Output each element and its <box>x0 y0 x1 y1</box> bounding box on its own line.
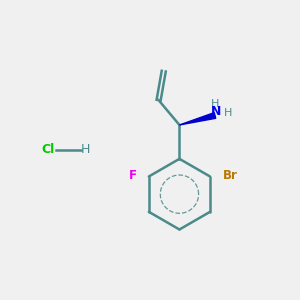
Text: H: H <box>211 99 219 109</box>
Polygon shape <box>179 112 216 125</box>
Text: Cl: Cl <box>42 143 55 157</box>
Text: H: H <box>224 108 232 118</box>
Text: F: F <box>128 169 136 182</box>
Text: H: H <box>80 143 90 157</box>
Text: N: N <box>211 105 222 118</box>
Text: Br: Br <box>223 169 238 182</box>
